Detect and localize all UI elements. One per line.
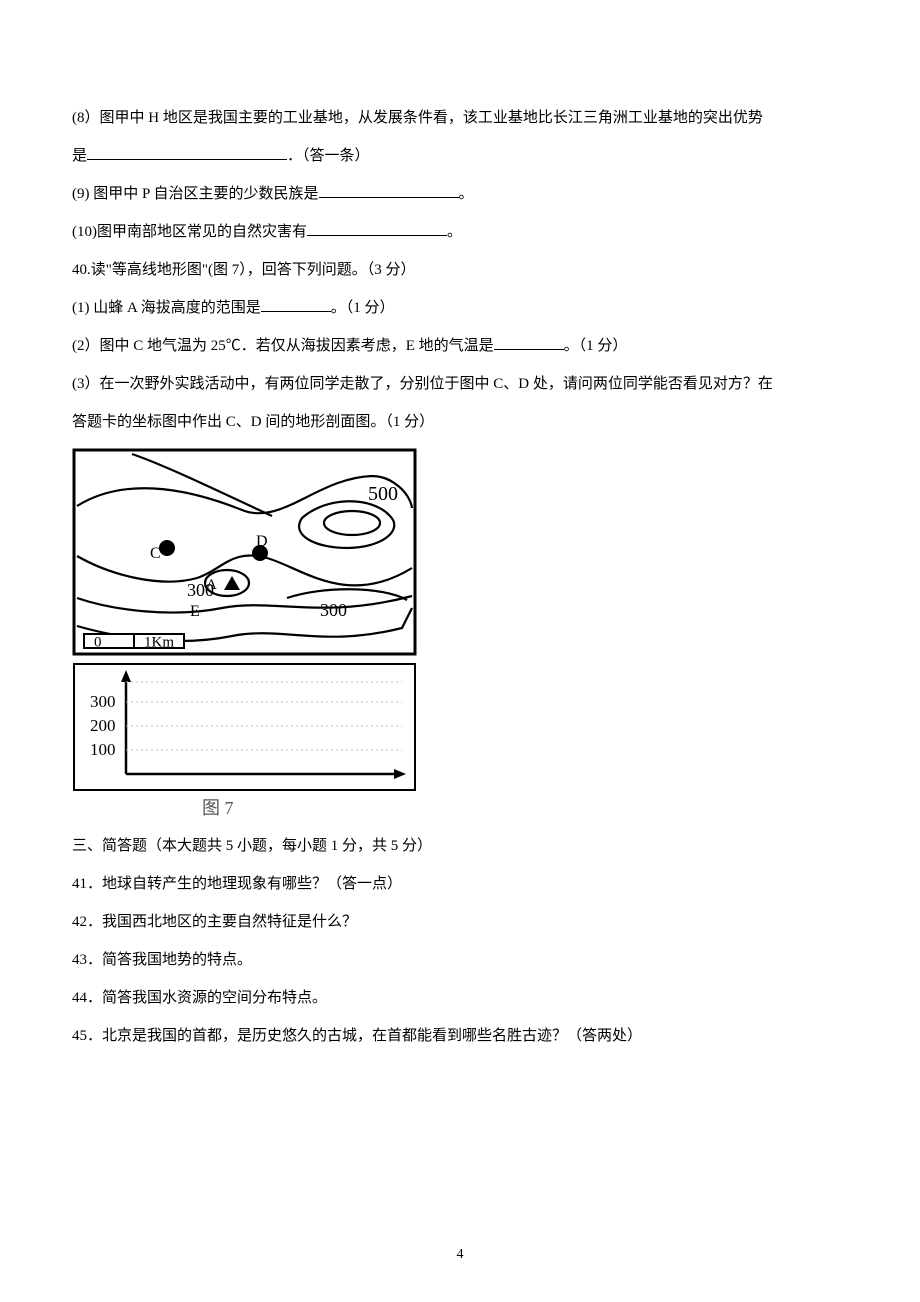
q8-pre: (8）图甲中 H 地区是我国主要的工业基地，从发展条件看，该工业基地比长江三角洲… (72, 110, 763, 126)
question-8-line1: (8）图甲中 H 地区是我国主要的工业基地，从发展条件看，该工业基地比长江三角洲… (72, 100, 848, 136)
question-45: 45．北京是我国的首都，是历史悠久的古城，在首都能看到哪些名胜古迹？（答两处） (72, 1018, 848, 1054)
figure-caption: 图 7 (202, 792, 848, 824)
ytick-100: 100 (90, 740, 116, 759)
question-10: (10)图甲南部地区常见的自然灾害有 。 (72, 214, 848, 250)
ytick-200: 200 (90, 716, 116, 735)
section3-header: 三、简答题（本大题共 5 小题，每小题 1 分，共 5 分） (72, 828, 848, 864)
q9-blank (319, 183, 459, 198)
question-40-p1: (1) 山蜂 A 海拔高度的范围是 。（1 分） (72, 290, 848, 326)
q8-line2-pre: 是 (72, 148, 87, 164)
question-43: 43．简答我国地势的特点。 (72, 942, 848, 978)
label-500: 500 (368, 483, 398, 505)
q40-p1-pre: (1) 山蜂 A 海拔高度的范围是 (72, 300, 261, 316)
label-zero: 0 (94, 635, 102, 651)
q10-post: 。 (447, 224, 462, 240)
q9-pre: (9) 图甲中 P 自治区主要的少数民族是 (72, 186, 319, 202)
q40-p1-blank (261, 297, 331, 312)
q40-p1-post: 。（1 分） (331, 300, 395, 316)
label-C: C (150, 545, 161, 562)
q40-p2-blank (494, 335, 564, 350)
label-A: A (206, 577, 217, 593)
q8-blank (87, 145, 287, 160)
question-9: (9) 图甲中 P 自治区主要的少数民族是 。 (72, 176, 848, 212)
question-41: 41．地球自转产生的地理现象有哪些？（答一点） (72, 866, 848, 902)
ytick-300: 300 (90, 692, 116, 711)
q10-pre: (10)图甲南部地区常见的自然灾害有 (72, 224, 307, 240)
profile-chart: 100 200 300 (72, 662, 417, 792)
q40-p2-post: 。（1 分） (564, 338, 628, 354)
figure-7: 500 300 300 A C D E 0 1Km 100 200 300 图 … (72, 448, 848, 824)
q10-blank (307, 221, 447, 236)
label-scale: 1Km (144, 635, 174, 651)
page-number: 4 (0, 1238, 920, 1272)
label-D: D (256, 533, 268, 550)
contour-map: 500 300 300 A C D E 0 1Km (72, 448, 417, 656)
question-40-stem: 40.读"等高线地形图"(图 7），回答下列问题。（3 分） (72, 252, 848, 288)
q40-p2-pre: (2）图中 C 地气温为 25℃．若仅从海拔因素考虑，E 地的气温是 (72, 338, 494, 354)
question-40-p3-line1: (3）在一次野外实践活动中，有两位同学走散了，分别位于图中 C、D 处，请问两位… (72, 366, 848, 402)
q8-line2-post: ．（答一条） (287, 148, 370, 164)
question-44: 44．简答我国水资源的空间分布特点。 (72, 980, 848, 1016)
question-40-p3-line2: 答题卡的坐标图中作出 C、D 间的地形剖面图。（1 分） (72, 404, 848, 440)
question-8-line2: 是 ．（答一条） (72, 138, 848, 174)
q9-post: 。 (459, 186, 474, 202)
question-42: 42．我国西北地区的主要自然特征是什么？ (72, 904, 848, 940)
label-E: E (190, 603, 200, 620)
question-40-p2: (2）图中 C 地气温为 25℃．若仅从海拔因素考虑，E 地的气温是 。（1 分） (72, 328, 848, 364)
label-300b: 300 (320, 600, 347, 620)
